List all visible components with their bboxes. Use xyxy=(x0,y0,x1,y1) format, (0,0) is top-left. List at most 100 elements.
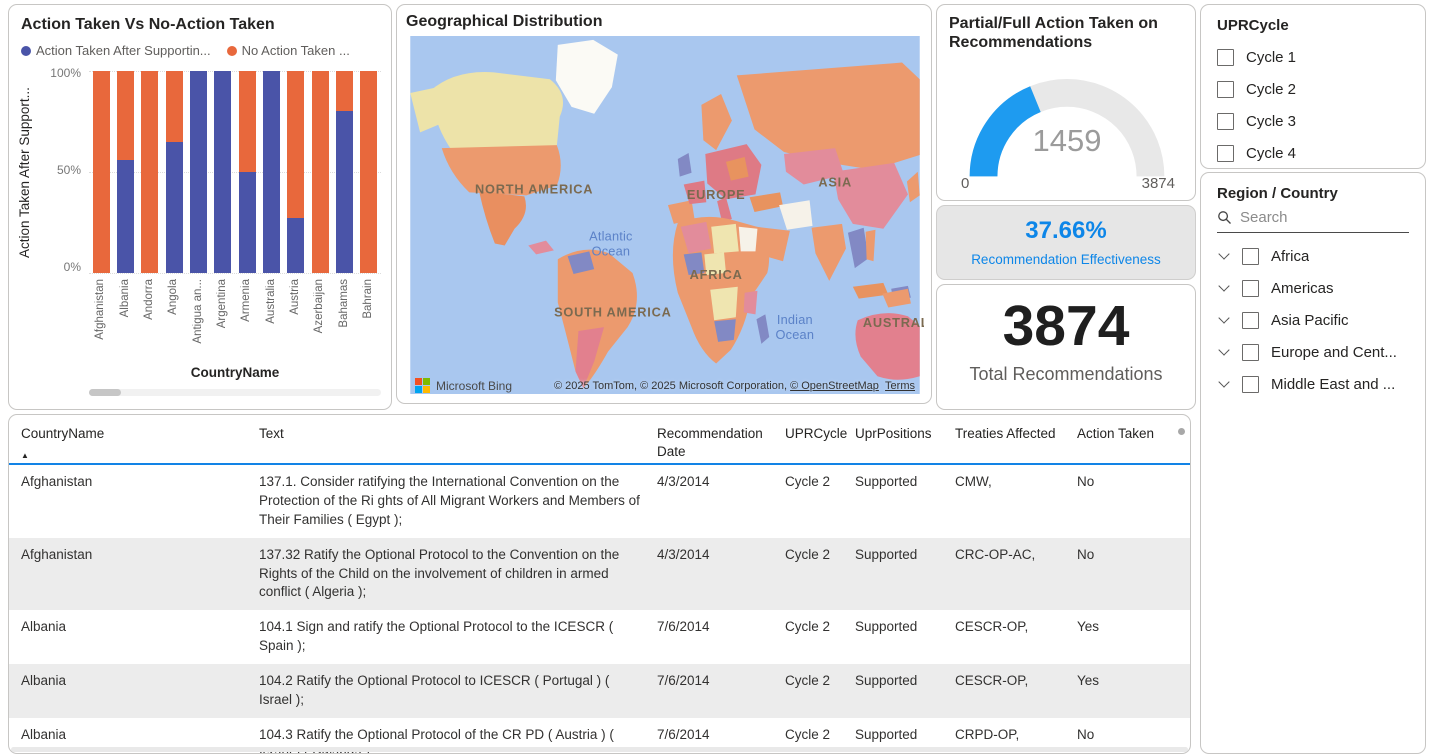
slicer-item[interactable]: Africa xyxy=(1217,240,1409,272)
region-shape[interactable] xyxy=(756,314,770,345)
checkbox[interactable] xyxy=(1242,311,1259,329)
region-shape[interactable] xyxy=(555,40,618,114)
checkbox[interactable] xyxy=(1242,247,1259,265)
region-shape[interactable] xyxy=(847,227,869,269)
region-shape[interactable] xyxy=(479,191,526,246)
bar-segment-action-taken[interactable] xyxy=(287,218,305,273)
bar[interactable] xyxy=(189,71,207,273)
column-header[interactable]: UPRCycle xyxy=(785,425,855,461)
continent-south-america[interactable] xyxy=(557,249,637,389)
region-shape[interactable] xyxy=(710,286,738,321)
column-header[interactable]: Recommendation Date xyxy=(657,425,785,461)
region-shape[interactable] xyxy=(714,319,736,343)
region-shape[interactable] xyxy=(429,72,564,157)
region-shape[interactable] xyxy=(575,327,605,389)
region-shape[interactable] xyxy=(736,62,920,170)
region-shape[interactable] xyxy=(683,252,705,276)
region-shape[interactable] xyxy=(738,226,758,252)
bar[interactable] xyxy=(238,71,256,273)
continent-europe[interactable] xyxy=(667,94,762,225)
region-shape[interactable] xyxy=(749,192,784,213)
bar[interactable] xyxy=(335,71,353,273)
region-shape[interactable] xyxy=(677,153,692,177)
openstreetmap-link[interactable]: © OpenStreetMap xyxy=(790,380,879,392)
legend-item[interactable]: Action Taken After Supportin... xyxy=(21,43,211,58)
column-header[interactable]: Action Taken xyxy=(1077,425,1178,461)
checkbox[interactable] xyxy=(1217,144,1234,162)
region-shape[interactable] xyxy=(779,200,813,230)
continent-africa[interactable] xyxy=(672,217,770,364)
chevron-down-icon[interactable] xyxy=(1218,312,1230,324)
region-shape[interactable] xyxy=(882,288,911,308)
bar[interactable] xyxy=(116,71,134,273)
region-shape[interactable] xyxy=(855,313,920,380)
region-shape[interactable] xyxy=(833,163,908,229)
terms-link[interactable]: Terms xyxy=(885,380,915,392)
bar-segment-no-action[interactable] xyxy=(360,71,378,273)
region-shape[interactable] xyxy=(667,200,695,225)
checkbox[interactable] xyxy=(1217,48,1234,66)
bar-segment-no-action[interactable] xyxy=(165,71,183,142)
bar[interactable] xyxy=(214,71,232,273)
chevron-down-icon[interactable] xyxy=(1218,376,1230,388)
slicer-item[interactable]: Europe and Cent... xyxy=(1217,336,1409,368)
slicer-item[interactable]: Cycle 1 xyxy=(1217,41,1409,73)
bar[interactable] xyxy=(287,71,305,273)
search-input[interactable] xyxy=(1240,209,1390,226)
column-header[interactable]: UprPositions xyxy=(855,425,955,461)
region-shape[interactable] xyxy=(680,222,712,254)
region-shape[interactable] xyxy=(865,229,876,262)
table-row[interactable]: Afghanistan 137.1. Consider ratifying the… xyxy=(9,465,1190,538)
bar-segment-action-taken[interactable] xyxy=(165,141,183,273)
slicer-item[interactable]: Middle East and ... xyxy=(1217,368,1409,400)
region-shape[interactable] xyxy=(704,252,726,276)
checkbox[interactable] xyxy=(1217,80,1234,98)
region-shape[interactable] xyxy=(725,157,749,181)
bar[interactable] xyxy=(92,71,110,273)
bar-segment-no-action[interactable] xyxy=(335,71,353,112)
chevron-down-icon[interactable] xyxy=(1218,344,1230,356)
region-shape[interactable] xyxy=(441,145,561,196)
bar-segment-no-action[interactable] xyxy=(238,71,256,172)
continent-north-america[interactable] xyxy=(410,40,618,255)
bar[interactable] xyxy=(311,71,329,273)
table-row[interactable]: Albania 104.1 Sign and ratify the Optiona… xyxy=(9,610,1190,664)
table-row[interactable]: Albania 104.3 Ratify the Optional Protoco… xyxy=(9,718,1190,753)
region-shape[interactable] xyxy=(852,283,889,299)
bar-segment-action-taken[interactable] xyxy=(335,111,353,273)
region-shape[interactable] xyxy=(717,197,732,223)
slicer-item[interactable]: Asia Pacific xyxy=(1217,304,1409,336)
bar[interactable] xyxy=(360,71,378,273)
region-shape[interactable] xyxy=(528,240,554,255)
table-horizontal-scrollbar[interactable] xyxy=(11,747,1188,752)
legend-item[interactable]: No Action Taken ... xyxy=(226,43,350,58)
region-shape[interactable] xyxy=(567,251,595,275)
continent-australia[interactable] xyxy=(855,288,920,380)
region-shape[interactable] xyxy=(784,148,844,185)
column-header[interactable]: CountryName ▲ xyxy=(21,425,259,461)
column-header[interactable]: Treaties Affected xyxy=(955,425,1077,461)
continent-asia[interactable] xyxy=(736,62,920,301)
chart-horizontal-scrollbar[interactable] xyxy=(89,389,381,396)
chevron-down-icon[interactable] xyxy=(1218,248,1230,260)
bar-segment-action-taken[interactable] xyxy=(262,71,280,273)
slicer-item[interactable]: Cycle 3 xyxy=(1217,105,1409,137)
table-row[interactable]: Albania 104.2 Ratify the Optional Protoco… xyxy=(9,664,1190,718)
world-map[interactable]: NORTH AMERICA EUROPE ASIA Atlantic Ocean AFRI… xyxy=(406,36,924,395)
slicer-item[interactable]: Cycle 2 xyxy=(1217,73,1409,105)
bar-segment-no-action[interactable] xyxy=(116,71,134,160)
scrollbar-thumb[interactable] xyxy=(89,389,121,396)
slicer-item[interactable]: Cycle 4 xyxy=(1217,137,1409,169)
bar-segment-action-taken[interactable] xyxy=(238,172,256,273)
chevron-down-icon[interactable] xyxy=(1218,280,1230,292)
region-shape[interactable] xyxy=(711,224,739,254)
bar-segment-no-action[interactable] xyxy=(287,71,305,219)
bar-segment-no-action[interactable] xyxy=(311,71,329,273)
checkbox[interactable] xyxy=(1217,112,1234,130)
region-shape[interactable] xyxy=(906,171,920,203)
region-shape[interactable] xyxy=(701,94,732,151)
bar-segment-action-taken[interactable] xyxy=(189,71,207,273)
region-shape[interactable] xyxy=(743,290,758,315)
bar-segment-action-taken[interactable] xyxy=(116,159,134,273)
bar-segment-no-action[interactable] xyxy=(141,71,159,273)
